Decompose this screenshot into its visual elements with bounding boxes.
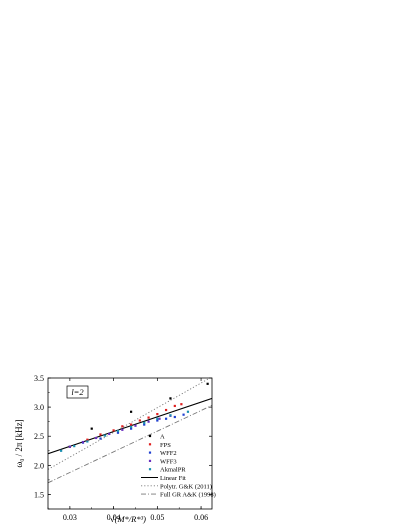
data-point-1-2 [112, 429, 115, 432]
data-point-3-6 [147, 420, 150, 423]
data-point-3-4 [121, 428, 124, 431]
data-point-2-4 [143, 423, 146, 426]
y-tick-label: 2.0 [34, 461, 44, 470]
data-point-1-9 [173, 404, 176, 408]
data-point-4-9 [186, 410, 190, 413]
data-point-3-5 [134, 424, 137, 427]
data-point-3-3 [108, 432, 111, 435]
series-line-1 [48, 378, 211, 470]
data-point-1-1 [99, 433, 102, 436]
data-point-2-6 [164, 417, 168, 420]
y-axis-label: ω₀ / 2π [kHz] [14, 419, 24, 467]
data-point-4-3 [103, 434, 106, 437]
data-point-3-2 [95, 436, 98, 440]
data-point-4-5 [129, 425, 133, 429]
data-point-0-2 [129, 410, 133, 413]
series-line-2 [48, 404, 212, 484]
data-point-1-0 [86, 438, 89, 441]
y-tick-label: 3.0 [34, 403, 44, 412]
legend-marker-1 [148, 443, 152, 446]
data-point-4-7 [156, 417, 159, 420]
data-point-4-0 [60, 449, 63, 452]
data-point-4-6 [143, 421, 146, 424]
data-point-1-8 [164, 408, 168, 412]
data-point-2-1 [99, 437, 102, 440]
plot-contents [48, 378, 212, 484]
legend-marker-3 [148, 459, 152, 462]
x-tick-label: 0.03 [63, 513, 77, 522]
data-point-2-5 [156, 419, 159, 422]
legend-label-2: WFF2 [160, 450, 177, 457]
legend-label-3: WFF3 [160, 458, 177, 465]
legend-marker-4 [148, 468, 152, 471]
data-point-2-7 [173, 415, 176, 419]
data-point-2-2 [116, 431, 120, 434]
y-tick-label: 2.5 [34, 432, 44, 441]
legend-label-4: AkmalPR [160, 467, 186, 474]
panel-label-box [66, 385, 89, 399]
data-point-1-7 [156, 412, 159, 416]
data-point-4-1 [73, 445, 76, 448]
data-point-1-3 [121, 425, 124, 428]
x-tick-label: 0.05 [150, 513, 164, 522]
legend-label-1: FPS [160, 442, 171, 449]
data-point-1-10 [180, 403, 183, 406]
legend-label-6: Polytr. G&K (2011) [160, 483, 212, 490]
x-tick-label: 0.06 [194, 513, 208, 522]
x-tick-label: 0.04 [107, 513, 121, 522]
y-tick-label: 3.5 [34, 374, 44, 383]
data-point-1-6 [147, 416, 150, 419]
data-point-0-1 [90, 427, 93, 430]
data-point-4-2 [86, 440, 89, 443]
y-tick-label: 1.5 [34, 490, 44, 499]
x-axis-label: √(M*/R*³) [110, 514, 146, 524]
data-point-4-4 [116, 429, 120, 433]
data-point-1-5 [138, 419, 141, 422]
legend-marker-2 [148, 451, 152, 454]
data-point-3-1 [81, 440, 85, 444]
legend-label-0: A [160, 434, 165, 441]
data-point-0-3 [169, 397, 172, 400]
axes: 0.03 0.04 0.05 0.06 1.5 2.0 2.5 3.0 3.5 √(M*/R*³)… [14, 374, 213, 524]
data-point-2-3 [129, 427, 133, 430]
legend-label-7: Full GR A&K (1998) [160, 492, 216, 499]
data-point-4-8 [169, 414, 172, 417]
data-point-3-0 [68, 445, 71, 448]
panel-label: l=2 [71, 387, 84, 397]
plot-area [48, 378, 212, 484]
data-point-1-4 [129, 423, 133, 426]
data-point-3-7 [158, 417, 161, 420]
legend-marker-0 [148, 434, 152, 438]
plot-frame [47, 377, 213, 510]
data-point-2-8 [182, 413, 185, 416]
data-point-0-4 [206, 382, 209, 385]
legend-label-5: Linear Fit [160, 475, 186, 482]
